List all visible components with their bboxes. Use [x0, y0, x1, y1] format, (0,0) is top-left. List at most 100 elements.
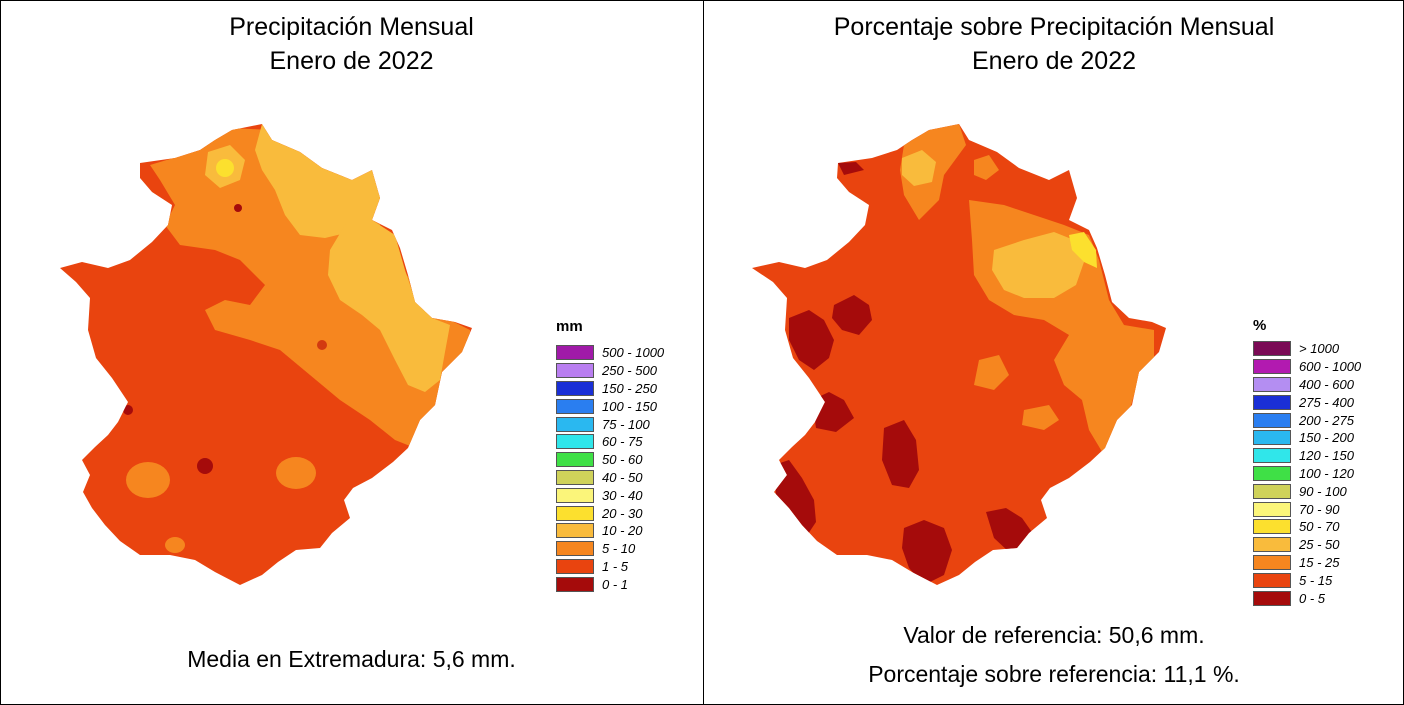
legend-label: 0 - 5	[1299, 590, 1326, 606]
precipitation-title: Precipitación Mensual Enero de 2022	[0, 10, 703, 78]
legend-swatch	[1253, 448, 1291, 464]
legend-label: 150 - 250	[602, 380, 657, 396]
legend-label: 0 - 1	[602, 576, 629, 592]
legend-label: 10 - 20	[602, 523, 643, 539]
legend-item: 50 - 60	[556, 451, 664, 469]
legend-swatch	[556, 380, 594, 396]
legend-label: 150 - 200	[1299, 430, 1354, 446]
legend-item: 400 - 600	[1253, 376, 1361, 394]
legend-label: 120 - 150	[1299, 448, 1354, 464]
legend-item: 60 - 75	[556, 433, 664, 451]
legend-item: 20 - 30	[556, 504, 664, 522]
legend-item: 15 - 25	[1253, 554, 1361, 572]
legend-label: 200 - 275	[1299, 412, 1354, 428]
reference-percentage-text: Porcentaje sobre referencia: 11,1 %.	[868, 661, 1240, 687]
legend-label: 15 - 25	[1299, 554, 1340, 570]
precipitation-legend: mm 500 - 1000 250 - 500 150 - 250 100 - …	[556, 318, 664, 593]
legend-label: 600 - 1000	[1299, 359, 1362, 375]
legend-swatch	[1253, 572, 1291, 588]
legend-label: 60 - 75	[602, 434, 643, 450]
legend-item: 10 - 20	[556, 522, 664, 540]
legend-swatch	[556, 487, 594, 503]
percentage-title-line1: Porcentaje sobre Precipitación Mensual	[833, 13, 1275, 41]
percentage-title: Porcentaje sobre Precipitación Mensual E…	[704, 10, 1404, 78]
precipitation-map	[60, 124, 472, 585]
legend-swatch	[556, 345, 594, 361]
legend-label: > 1000	[1299, 341, 1340, 357]
legend-item: 40 - 50	[556, 469, 664, 487]
legend-item: 50 - 70	[1253, 518, 1361, 536]
legend-label: 50 - 60	[602, 452, 643, 468]
percentage-legend-unit: %	[1253, 317, 1267, 334]
legend-item: 70 - 90	[1253, 500, 1361, 518]
legend-item: 600 - 1000	[1253, 358, 1361, 376]
legend-swatch	[556, 558, 594, 574]
panel-divider	[703, 0, 704, 705]
legend-item: 150 - 250	[556, 380, 664, 398]
legend-item: 1 - 5	[556, 558, 664, 576]
legend-label: 20 - 30	[602, 505, 643, 521]
legend-item: 500 - 1000	[556, 344, 664, 362]
legend-label: 100 - 120	[1299, 465, 1354, 481]
legend-swatch	[1253, 465, 1291, 481]
percentage-title-line2: Enero de 2022	[971, 47, 1137, 75]
legend-label: 275 - 400	[1299, 394, 1354, 410]
legend-label: 30 - 40	[602, 487, 643, 503]
legend-label: 500 - 1000	[602, 345, 665, 361]
legend-item: 25 - 50	[1253, 536, 1361, 554]
legend-label: 1 - 5	[602, 558, 629, 574]
legend-swatch	[556, 523, 594, 539]
legend-item: 150 - 200	[1253, 429, 1361, 447]
legend-swatch	[1253, 537, 1291, 553]
legend-swatch	[556, 363, 594, 379]
legend-swatch	[556, 541, 594, 557]
percentage-map	[752, 124, 1166, 585]
legend-swatch	[556, 452, 594, 468]
precipitation-title-line1: Precipitación Mensual	[229, 13, 474, 41]
legend-label: 75 - 100	[602, 416, 650, 432]
legend-item: 275 - 400	[1253, 393, 1361, 411]
legend-label: 50 - 70	[1299, 519, 1340, 535]
legend-item: 250 - 500	[556, 362, 664, 380]
legend-item: 5 - 15	[1253, 571, 1361, 589]
precipitation-title-line2: Enero de 2022	[269, 47, 434, 75]
legend-item: 90 - 100	[1253, 482, 1361, 500]
legend-item: 30 - 40	[556, 486, 664, 504]
legend-swatch	[1253, 590, 1291, 606]
legend-item: 5 - 10	[556, 540, 664, 558]
legend-swatch	[1253, 519, 1291, 535]
legend-swatch	[1253, 501, 1291, 517]
legend-label: 400 - 600	[1299, 376, 1354, 392]
legend-swatch	[556, 505, 594, 521]
legend-swatch	[556, 416, 594, 432]
percentage-panel: Porcentaje sobre Precipitación Mensual E…	[704, 0, 1404, 705]
legend-label: 25 - 50	[1299, 537, 1340, 553]
legend-item: 120 - 150	[1253, 447, 1361, 465]
legend-label: 100 - 150	[602, 398, 657, 414]
legend-swatch	[556, 434, 594, 450]
legend-label: 90 - 100	[1299, 483, 1347, 499]
legend-label: 5 - 15	[1299, 572, 1333, 588]
legend-label: 250 - 500	[602, 363, 657, 379]
legend-swatch	[556, 576, 594, 592]
precipitation-panel: Precipitación Mensual Enero de 2022	[0, 10, 703, 672]
legend-swatch	[556, 398, 594, 414]
legend-label: 70 - 90	[1299, 501, 1340, 517]
legend-swatch	[1253, 394, 1291, 410]
legend-item: > 1000	[1253, 340, 1361, 358]
legend-label: 40 - 50	[602, 469, 643, 485]
legend-item: 0 - 5	[1253, 589, 1361, 607]
precipitation-legend-unit: mm	[556, 318, 583, 335]
legend-swatch	[1253, 376, 1291, 392]
precipitation-mean-text: Media en Extremadura: 5,6 mm.	[187, 646, 516, 672]
legend-swatch	[1253, 554, 1291, 570]
legend-item: 75 - 100	[556, 415, 664, 433]
legend-swatch	[556, 469, 594, 485]
legend-item: 0 - 1	[556, 575, 664, 593]
reference-value-text: Valor de referencia: 50,6 mm.	[903, 622, 1205, 648]
legend-swatch	[1253, 483, 1291, 499]
legend-item: 100 - 120	[1253, 465, 1361, 483]
legend-swatch	[1253, 430, 1291, 446]
legend-swatch	[1253, 359, 1291, 375]
legend-swatch	[1253, 412, 1291, 428]
